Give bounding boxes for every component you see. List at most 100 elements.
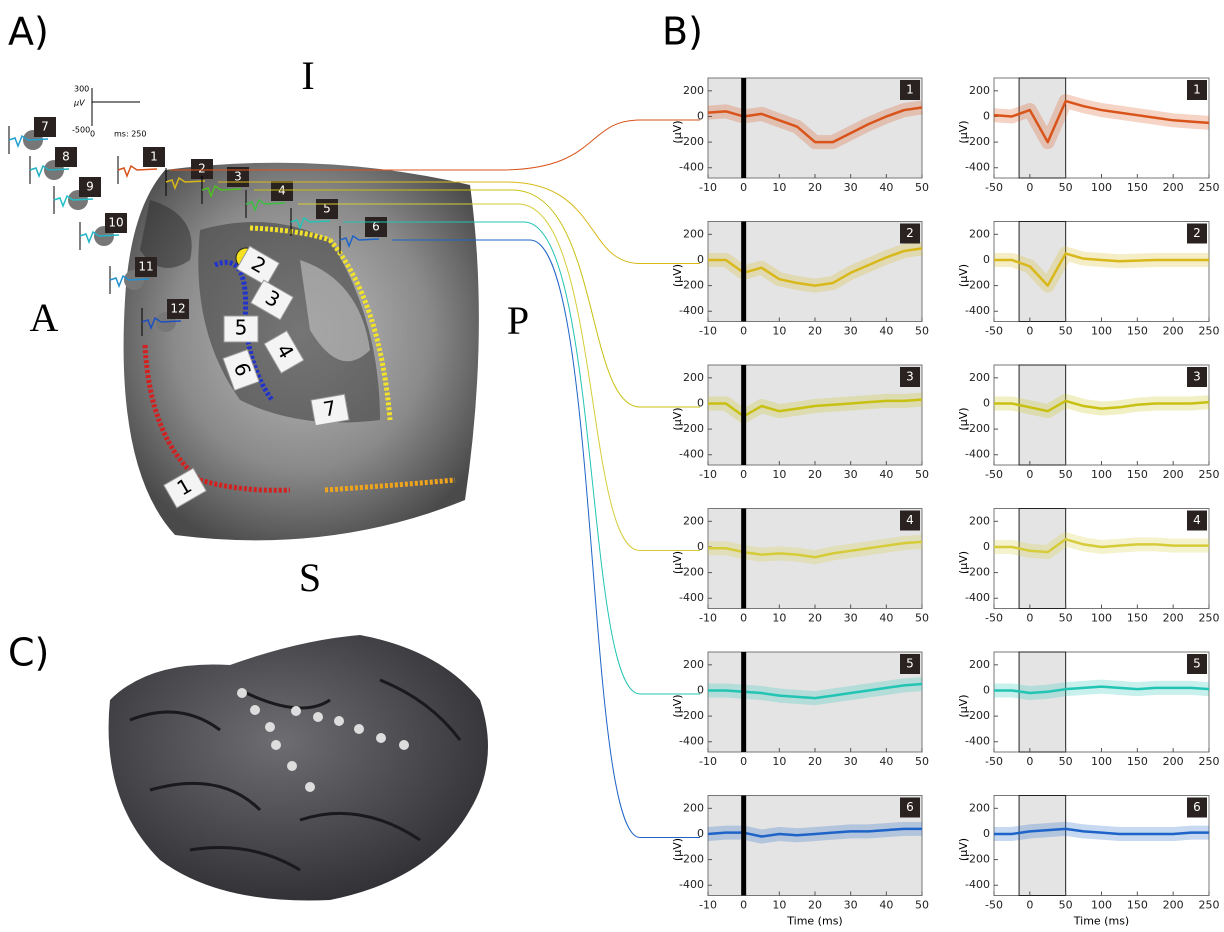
y-tick-label: -400 xyxy=(965,591,990,604)
x-tick-label: 150 xyxy=(1127,755,1148,768)
x-tick-label: 20 xyxy=(808,468,822,481)
x-tick-label: 0 xyxy=(1026,468,1033,481)
electrode-label: 2 xyxy=(198,162,206,176)
electrode-tag xyxy=(135,257,157,277)
x-tick-label: 10 xyxy=(772,612,786,625)
shaded-window xyxy=(1018,77,1067,179)
x-tick-label: -50 xyxy=(985,755,1003,768)
scale-text: ms: 250 xyxy=(114,130,146,139)
x-tick-label: 0 xyxy=(740,612,747,625)
x-tick-label: 100 xyxy=(1091,181,1112,194)
y-tick-label: 0 xyxy=(697,396,704,409)
x-tick-label: -50 xyxy=(985,181,1003,194)
x-tick-label: -10 xyxy=(699,899,717,912)
y-tick-label: -200 xyxy=(965,566,990,579)
plot-area xyxy=(707,77,923,179)
x-tick-label: 0 xyxy=(1026,755,1033,768)
strip-tag xyxy=(163,467,207,509)
connector xyxy=(298,203,700,551)
x-tick-label: -50 xyxy=(985,612,1003,625)
badge-label: 3 xyxy=(906,370,914,384)
y-tick-label: -200 xyxy=(965,853,990,866)
x-tick-label: 0 xyxy=(1026,325,1033,338)
y-tick-label: -200 xyxy=(965,422,990,435)
y-tick-label: 200 xyxy=(683,658,704,671)
x-tick-label: 10 xyxy=(772,468,786,481)
x-tick-label: 150 xyxy=(1127,899,1148,912)
x-tick-label: 0 xyxy=(740,468,747,481)
y-tick-label: 200 xyxy=(969,514,990,527)
mean-trace xyxy=(994,685,1210,695)
orientation-label: I xyxy=(301,53,314,98)
x-tick-label: -10 xyxy=(699,755,717,768)
scale-text: -500 xyxy=(72,126,90,135)
x-axis-label: Time (ms) xyxy=(786,915,842,928)
x-tick-label: 200 xyxy=(1163,755,1184,768)
strip-tag xyxy=(263,330,305,374)
badge xyxy=(900,654,920,674)
electrode-label: 8 xyxy=(62,150,70,164)
brain-render xyxy=(108,635,489,901)
electrode-label: 12 xyxy=(170,302,185,316)
x-tick-label: 30 xyxy=(844,899,858,912)
y-tick-label: -200 xyxy=(965,135,990,148)
badge xyxy=(900,797,920,818)
badge-label: 2 xyxy=(1193,226,1201,240)
x-tick-label: 100 xyxy=(1091,755,1112,768)
x-tick-label: 200 xyxy=(1163,325,1184,338)
y-tick-label: -400 xyxy=(965,448,990,461)
x-tick-label: 100 xyxy=(1091,325,1112,338)
x-tick-label: 50 xyxy=(1059,468,1073,481)
orientation-label: P xyxy=(507,298,529,343)
y-tick-label: -200 xyxy=(679,422,704,435)
mean-trace xyxy=(993,99,1210,144)
electrode-trace xyxy=(53,194,94,209)
y-tick-label: -400 xyxy=(679,735,704,748)
electrode-label: 6 xyxy=(372,220,380,234)
x-tick-label: 50 xyxy=(915,899,929,912)
y-tick-label: 200 xyxy=(969,371,990,384)
y-axis-label: (μV) xyxy=(671,838,684,861)
y-axis-label: (μV) xyxy=(671,120,684,143)
electrode-trace xyxy=(117,164,158,179)
x-tick-label: 0 xyxy=(740,755,747,768)
x-tick-label: 40 xyxy=(879,468,893,481)
y-tick-label: -200 xyxy=(679,279,704,292)
badge xyxy=(900,367,920,387)
x-tick-label: 50 xyxy=(1059,899,1073,912)
badge xyxy=(900,80,920,100)
x-tick-label: 30 xyxy=(844,181,858,194)
x-tick-label: 30 xyxy=(844,755,858,768)
electrode-trace xyxy=(290,216,331,231)
x-tick-label: 20 xyxy=(808,899,822,912)
x-tick-label: -50 xyxy=(985,468,1003,481)
x-tick-label: 0 xyxy=(740,899,747,912)
strip-tag xyxy=(250,279,294,321)
x-tick-label: 250 xyxy=(1199,325,1220,338)
badge xyxy=(1187,797,1207,818)
electrode-label: 10 xyxy=(108,216,123,230)
x-tick-label: 40 xyxy=(879,612,893,625)
x-tick-label: 200 xyxy=(1163,181,1184,194)
x-tick-label: -10 xyxy=(699,325,717,338)
y-axis-label: (μV) xyxy=(957,120,970,143)
x-tick-label: 10 xyxy=(772,181,786,194)
x-tick-label: 0 xyxy=(740,181,747,194)
badge-label: 1 xyxy=(1193,83,1201,97)
scale-text: 0 xyxy=(90,130,95,139)
y-tick-label: -400 xyxy=(679,161,704,174)
scale-bar: 300 μV -500 0 ms: 250 xyxy=(72,85,146,139)
badge xyxy=(900,510,920,531)
badge-label: 3 xyxy=(1193,370,1201,384)
x-tick-label: -50 xyxy=(985,325,1003,338)
strip-tag xyxy=(310,393,350,427)
y-tick-label: -200 xyxy=(679,566,704,579)
scale-text: 300 xyxy=(74,85,89,94)
electrode-label: 1 xyxy=(150,150,158,164)
x-tick-label: 20 xyxy=(808,181,822,194)
x-tick-label: 40 xyxy=(879,181,893,194)
y-tick-label: 0 xyxy=(983,540,990,553)
electrode-trace xyxy=(201,184,242,199)
scale-text: μV xyxy=(73,99,85,108)
